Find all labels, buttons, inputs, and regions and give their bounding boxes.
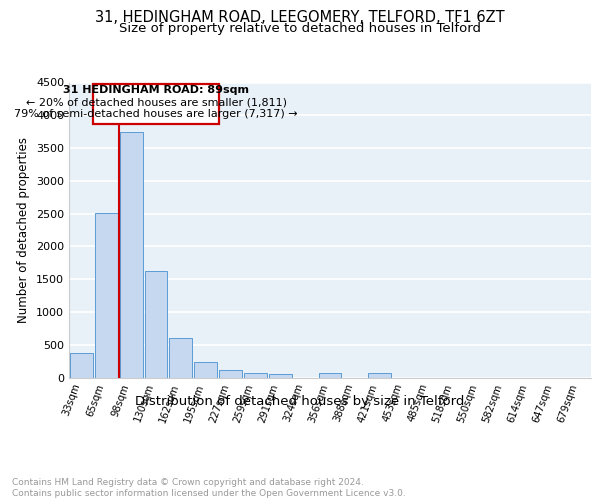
Bar — [169, 338, 192, 378]
Bar — [194, 362, 217, 378]
Text: 31 HEDINGHAM ROAD: 89sqm: 31 HEDINGHAM ROAD: 89sqm — [63, 85, 249, 95]
Text: 79% of semi-detached houses are larger (7,317) →: 79% of semi-detached houses are larger (… — [14, 109, 298, 119]
Y-axis label: Number of detached properties: Number of detached properties — [17, 137, 31, 323]
Text: Contains HM Land Registry data © Crown copyright and database right 2024.
Contai: Contains HM Land Registry data © Crown c… — [12, 478, 406, 498]
Bar — [219, 370, 242, 378]
Bar — [319, 373, 341, 378]
Text: ← 20% of detached houses are smaller (1,811): ← 20% of detached houses are smaller (1,… — [25, 97, 287, 107]
Bar — [145, 270, 167, 378]
Bar — [70, 353, 93, 378]
Bar — [244, 373, 267, 378]
Text: Distribution of detached houses by size in Telford: Distribution of detached houses by size … — [136, 395, 464, 408]
FancyBboxPatch shape — [94, 84, 218, 124]
Bar — [269, 374, 292, 378]
Bar — [95, 213, 118, 378]
Text: Size of property relative to detached houses in Telford: Size of property relative to detached ho… — [119, 22, 481, 35]
Bar — [120, 132, 143, 378]
Bar — [368, 373, 391, 378]
Text: 31, HEDINGHAM ROAD, LEEGOMERY, TELFORD, TF1 6ZT: 31, HEDINGHAM ROAD, LEEGOMERY, TELFORD, … — [95, 10, 505, 25]
